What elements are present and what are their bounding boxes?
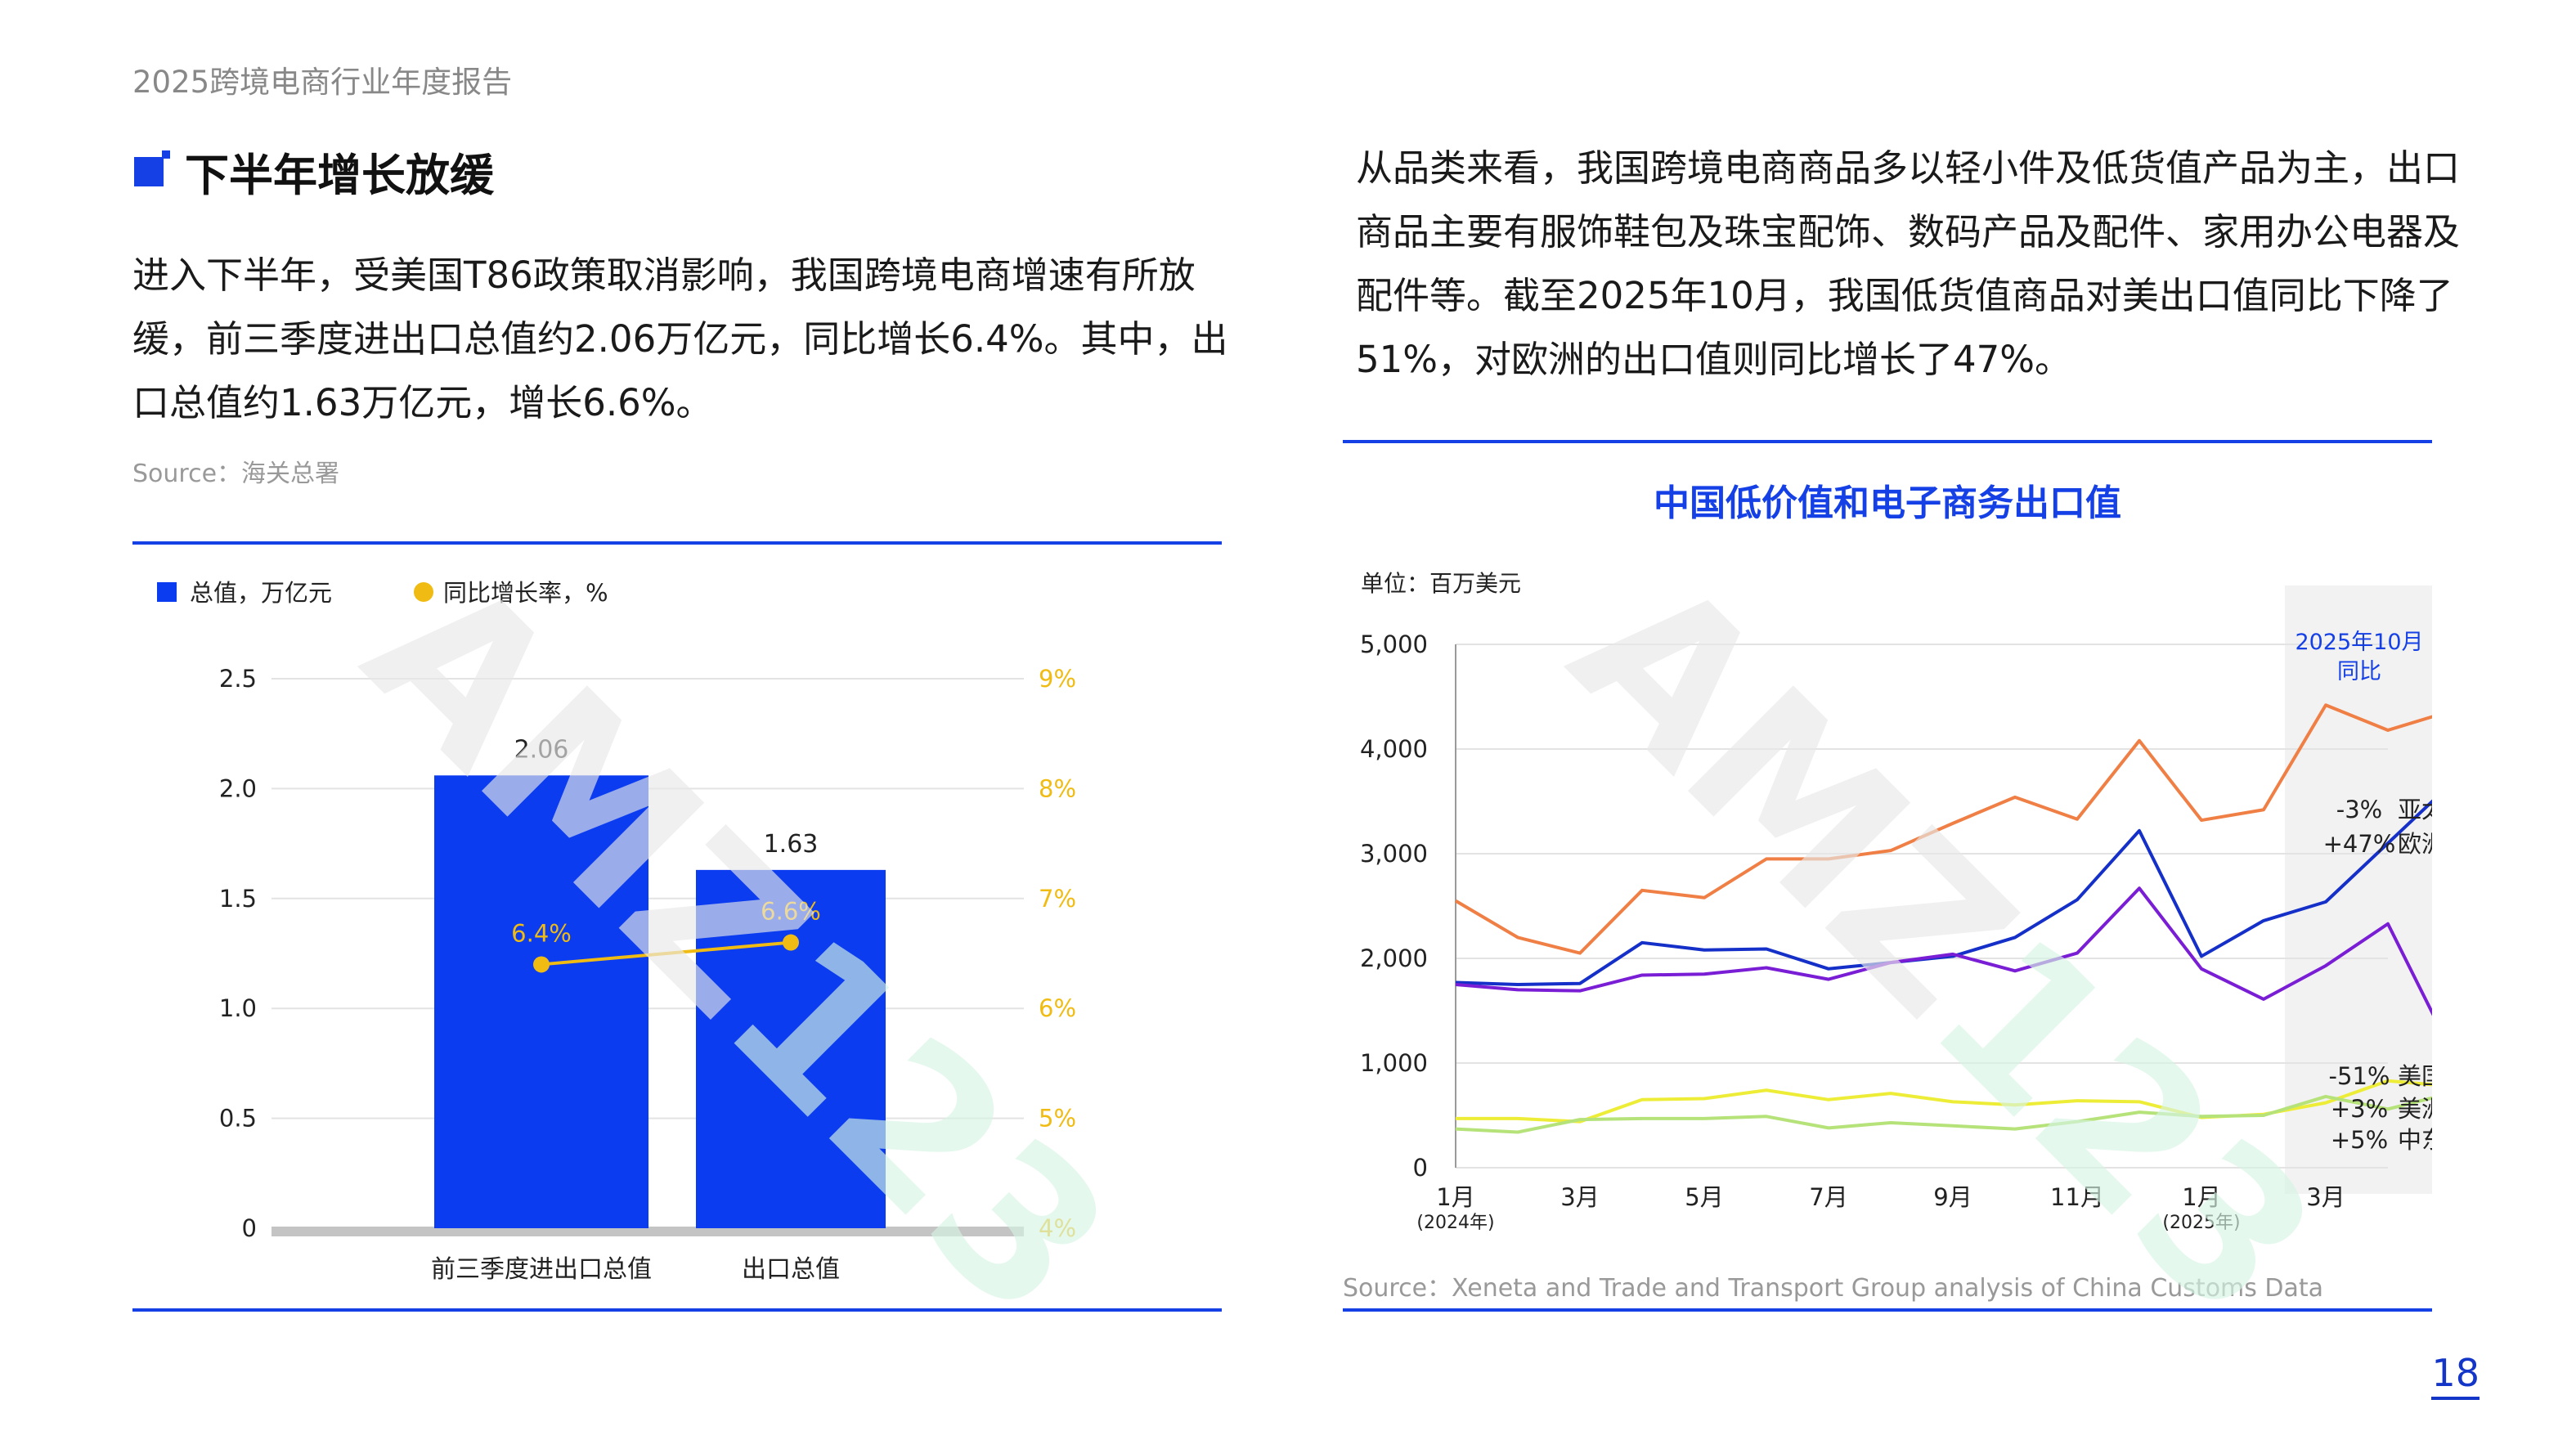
bar-chart: 总值，万亿元 同比增长率，% 0 0.5 1.0 1.5 2.0 2.5 4% 5% 6% 7% 8% 9…	[157, 579, 1076, 1284]
series-line	[1455, 886, 2432, 1016]
report-title: 2025跨境电商行业年度报告	[132, 65, 513, 100]
growth-point	[533, 956, 550, 973]
y-tick-label: 4,000	[1360, 735, 1428, 763]
series-line	[1455, 799, 2432, 986]
y-tick-label: 2,000	[1360, 944, 1428, 972]
legend-swatch-total	[157, 582, 177, 602]
growth-value-label: 6.4%	[511, 919, 572, 947]
y-tick-label: 0.5	[219, 1105, 257, 1133]
left-top-rule	[132, 541, 1222, 545]
x-tick-label: 3月	[2306, 1183, 2345, 1211]
series-end-label: 中东与南亚	[2398, 1126, 2432, 1154]
y2-tick-label: 8%	[1039, 774, 1076, 802]
section-square-icon	[134, 150, 170, 186]
yoy-value: +5%	[2331, 1126, 2388, 1154]
legend-label-total: 总值，万亿元	[190, 579, 332, 607]
y2-tick-label: 4%	[1039, 1214, 1076, 1242]
yoy-header-line2: 同比	[2337, 659, 2381, 684]
y2-tick-label: 9%	[1039, 665, 1076, 693]
y-tick-label: 0	[242, 1214, 257, 1242]
x-tick-label: 1月	[2182, 1183, 2220, 1211]
series-line	[1455, 1094, 2432, 1134]
right-paragraph: 从品类来看，我国跨境电商商品多以轻小件及低货值产品为主，出口商品主要有服饰鞋包及…	[1356, 146, 2461, 381]
x-axis-baseline	[272, 1227, 1024, 1236]
x-tick-label: 5月	[1685, 1183, 1723, 1211]
left-source: Source：海关总署	[132, 460, 340, 488]
growth-point	[783, 934, 799, 951]
series-line	[1454, 703, 2432, 955]
x-category-label: 出口总值	[742, 1255, 840, 1284]
y2-tick-label: 5%	[1039, 1105, 1076, 1133]
yoy-value: +3%	[2331, 1095, 2388, 1123]
growth-line	[541, 940, 792, 967]
x-tick-label: 3月	[1560, 1183, 1599, 1211]
x-tick-label: 7月	[1809, 1183, 1847, 1211]
x-tick-label: 1月	[1436, 1183, 1474, 1211]
x-tick-label: 5月	[2430, 1183, 2432, 1211]
yoy-header-line1: 2025年10月	[2295, 630, 2423, 655]
bar-value-label: 2.06	[514, 735, 569, 764]
series-end-label: 亚太	[2398, 796, 2432, 823]
yoy-value: -51%	[2329, 1062, 2390, 1090]
right-bottom-rule	[1343, 1308, 2432, 1312]
x-tick-sublabel: (2024年)	[1416, 1213, 1494, 1233]
section-title: 下半年增长放缓	[185, 150, 494, 201]
yoy-value: -3%	[2336, 796, 2382, 823]
series-end-label: 美国	[2398, 1062, 2432, 1090]
unit-label: 单位：百万美元	[1361, 570, 1521, 597]
page-number[interactable]: 18	[2431, 1351, 2480, 1400]
chart-title: 中国低价值和电子商务出口值	[1654, 482, 2121, 524]
x-tick-label: 11月	[2050, 1183, 2104, 1211]
y-tick-label: 5,000	[1360, 630, 1428, 658]
x-category-label: 前三季度进出口总值	[431, 1255, 652, 1284]
left-bottom-rule	[132, 1308, 1222, 1312]
y-tick-label: 1.5	[219, 885, 257, 913]
y2-tick-label: 6%	[1039, 994, 1076, 1022]
y-tick-label: 1,000	[1360, 1049, 1428, 1077]
series-end-label: 欧洲	[2398, 830, 2432, 858]
series-line	[1456, 1079, 2432, 1124]
series-end-label: 美洲(不含美国)	[2398, 1095, 2432, 1123]
y-tick-label: 2.0	[219, 774, 257, 802]
y-tick-label: 1.0	[219, 994, 257, 1022]
y-tick-label: 2.5	[219, 665, 257, 693]
legend-swatch-growth	[414, 582, 433, 602]
yoy-value: +47%	[2323, 830, 2396, 858]
legend-label-growth: 同比增长率，%	[443, 579, 608, 607]
bar	[434, 775, 648, 1228]
x-tick-label: 9月	[1933, 1183, 1972, 1211]
growth-value-label: 6.6%	[761, 898, 821, 926]
y-tick-label: 3,000	[1360, 840, 1428, 868]
y-tick-label: 0	[1413, 1154, 1428, 1182]
y2-tick-label: 7%	[1039, 885, 1076, 913]
right-source: Source：Xeneta and Trade and Transport Gr…	[1343, 1274, 2324, 1303]
x-tick-sublabel: (2025年)	[2162, 1213, 2240, 1233]
left-paragraph: 进入下半年，受美国T86政策取消影响，我国跨境电商增速有所放缓，前三季度进出口总…	[132, 253, 1228, 424]
bar-value-label: 1.63	[764, 830, 819, 859]
bar	[696, 869, 886, 1228]
right-top-rule	[1343, 440, 2432, 443]
